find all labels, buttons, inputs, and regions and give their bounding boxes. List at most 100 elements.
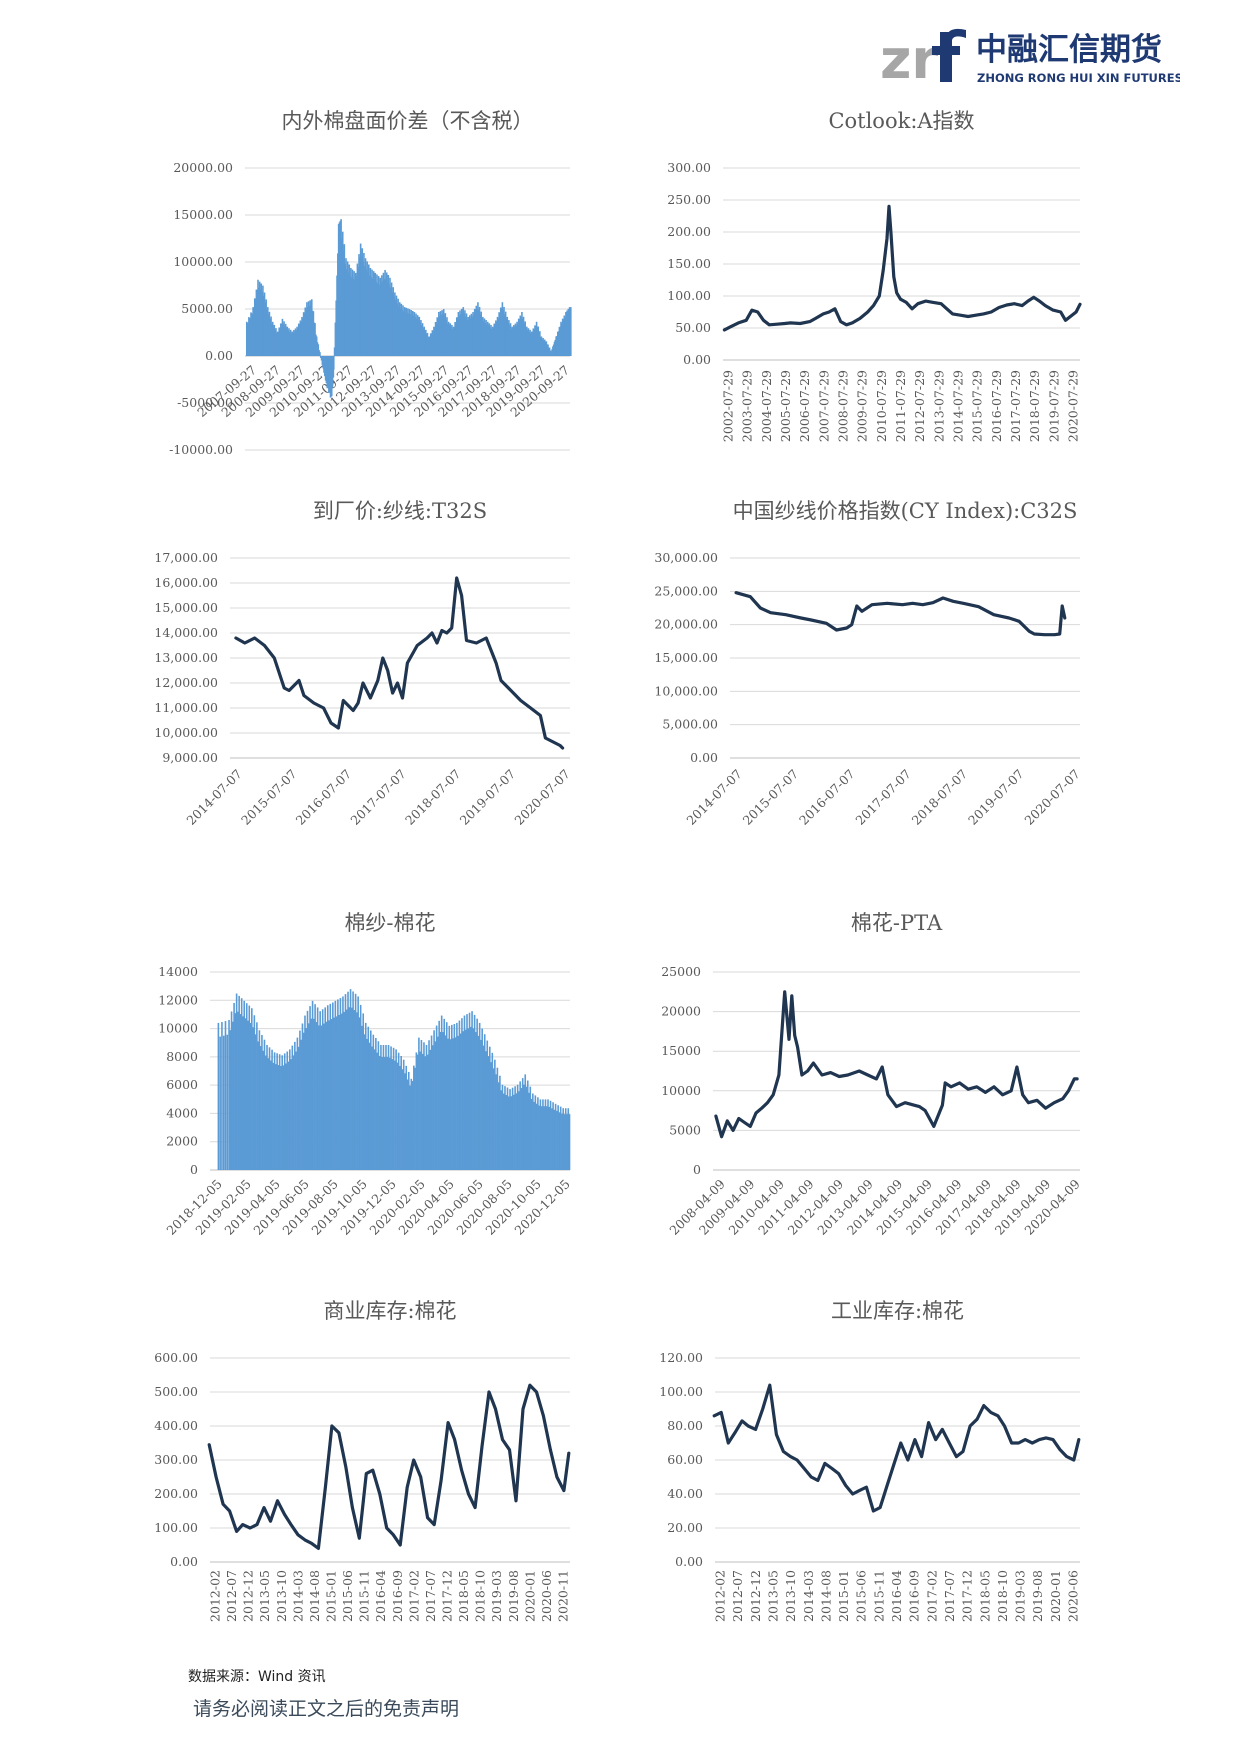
c5-bar [310,1018,313,1170]
c5-y-tick-label: 12000 [158,992,198,1007]
c1-bar [519,315,522,356]
c1-bar [324,356,326,377]
c1-bar [375,281,377,356]
c2-x-tick-label: 2015-07-29 [970,370,985,442]
c7-x-tick-label: 2017-02 [406,1570,421,1622]
c8-x-tick-label: 2015-06 [854,1570,869,1622]
c5-bar [420,1039,423,1170]
c1-bar [292,333,294,356]
c1-bar [249,318,251,356]
c1-bar [407,313,410,356]
c1-bar [299,320,302,356]
c1-bar [553,341,556,356]
c5-bar [371,1046,373,1170]
c3-x-tick-label: 2015-07-07 [238,766,300,828]
c7-x-tick-label: 2017-07 [423,1570,438,1622]
c1-bar [408,309,411,356]
c1-bar [248,317,250,356]
c2-x-tick-label: 2003-07-29 [740,370,755,442]
c5-bar [288,1049,291,1170]
c1-bar [395,295,398,356]
c5-bar [449,1039,452,1170]
c1-bar [488,323,491,356]
c2-y-tick-label: 100.00 [667,288,711,303]
c1-bar [552,346,554,356]
c4-x-tick-label: 2020-07-07 [1021,766,1083,828]
c5-bar [459,1033,462,1170]
c1-bar [498,312,500,356]
c5-bar [443,1018,446,1170]
c5-bar [353,1010,356,1170]
c1-bar [320,356,323,361]
c1-bar [337,253,339,356]
c1-bar [311,310,314,356]
c6-title: 棉花-PTA [851,911,943,935]
c1-bar [453,327,456,356]
c5-bar [558,1112,561,1170]
c6-y-tick-label: 15000 [661,1043,701,1058]
c1-bar [363,252,365,356]
c7-x-tick-label: 2014-03 [290,1570,305,1622]
c8-y-tick-label: 80.00 [667,1418,703,1433]
c1-bar [447,321,450,356]
c1-bar [482,321,485,356]
c5-bar [267,1058,270,1170]
c1-bar [358,254,360,356]
c5-bar [259,1046,262,1170]
c5-bar [434,1041,437,1170]
c1-bar [520,317,522,356]
c5-bar [432,1045,434,1170]
c3-x-tick-label: 2017-07-07 [347,766,409,828]
c1-bar [351,269,354,356]
c1-bar [486,324,488,356]
c1-bar [427,337,430,356]
c1-bar [247,322,249,356]
c3-y-tick-label: 17,000.00 [154,550,218,565]
c1-bar [521,312,523,356]
c5-bar [501,1084,504,1170]
c5-bar [338,1014,340,1170]
c1-bar [489,327,491,356]
c1-bar [459,310,461,356]
c5-bar [491,1052,494,1170]
c5-bar [280,1066,282,1170]
c8-x-tick-label: 2012-02 [713,1570,728,1622]
c5-bar [524,1074,527,1170]
c1-bar [328,356,331,393]
c5-bar [545,1106,548,1170]
chart-commercial-stock-svg: 商业库存:棉花 600.00 500.00 400.00 300.00 200.00 100… [154,1299,570,1622]
c8-x-tick-label: 2017-02 [924,1570,939,1622]
c5-bar [566,1114,568,1170]
c1-bar [316,342,319,356]
c5-bar [234,1013,237,1170]
c7-x-tick-label: 2012-12 [241,1570,256,1622]
c1-bar [452,326,455,356]
c5-bar [382,1044,385,1170]
c5-bar [557,1105,559,1170]
chart-cotlook-a-index-svg: Cotlook:A指数 300.00 250.00 200.00 150.00 100.0… [667,109,1082,442]
c1-bar [367,264,370,356]
c1-bar [325,356,328,384]
c5-bar [477,1035,480,1170]
c1-bar [522,316,525,356]
c5-bar [410,1078,413,1170]
c7-y-tick-label: 0.00 [170,1554,198,1569]
c7-y-tick-label: 600.00 [154,1350,198,1365]
c2-series-line [722,204,1082,332]
c1-bar [458,315,461,356]
c1-bar [379,277,381,356]
c5-bar [347,991,349,1170]
c5-bar [399,1065,401,1170]
c8-x-tick-label: 2020-06 [1066,1570,1081,1622]
c7-x-tick-label: 2019-08 [506,1570,521,1622]
c1-bar [364,258,367,356]
c1-bar [422,328,425,356]
c5-bar [495,1074,497,1170]
c8-x-tick-label: 2017-07 [942,1570,957,1622]
company-name-cn: 中融汇信期货 [976,32,1162,68]
c1-bar [495,320,497,356]
c1-bar [355,276,358,356]
c5-bar [510,1096,513,1170]
c5-bar [258,1030,261,1170]
c1-bar [440,314,443,356]
